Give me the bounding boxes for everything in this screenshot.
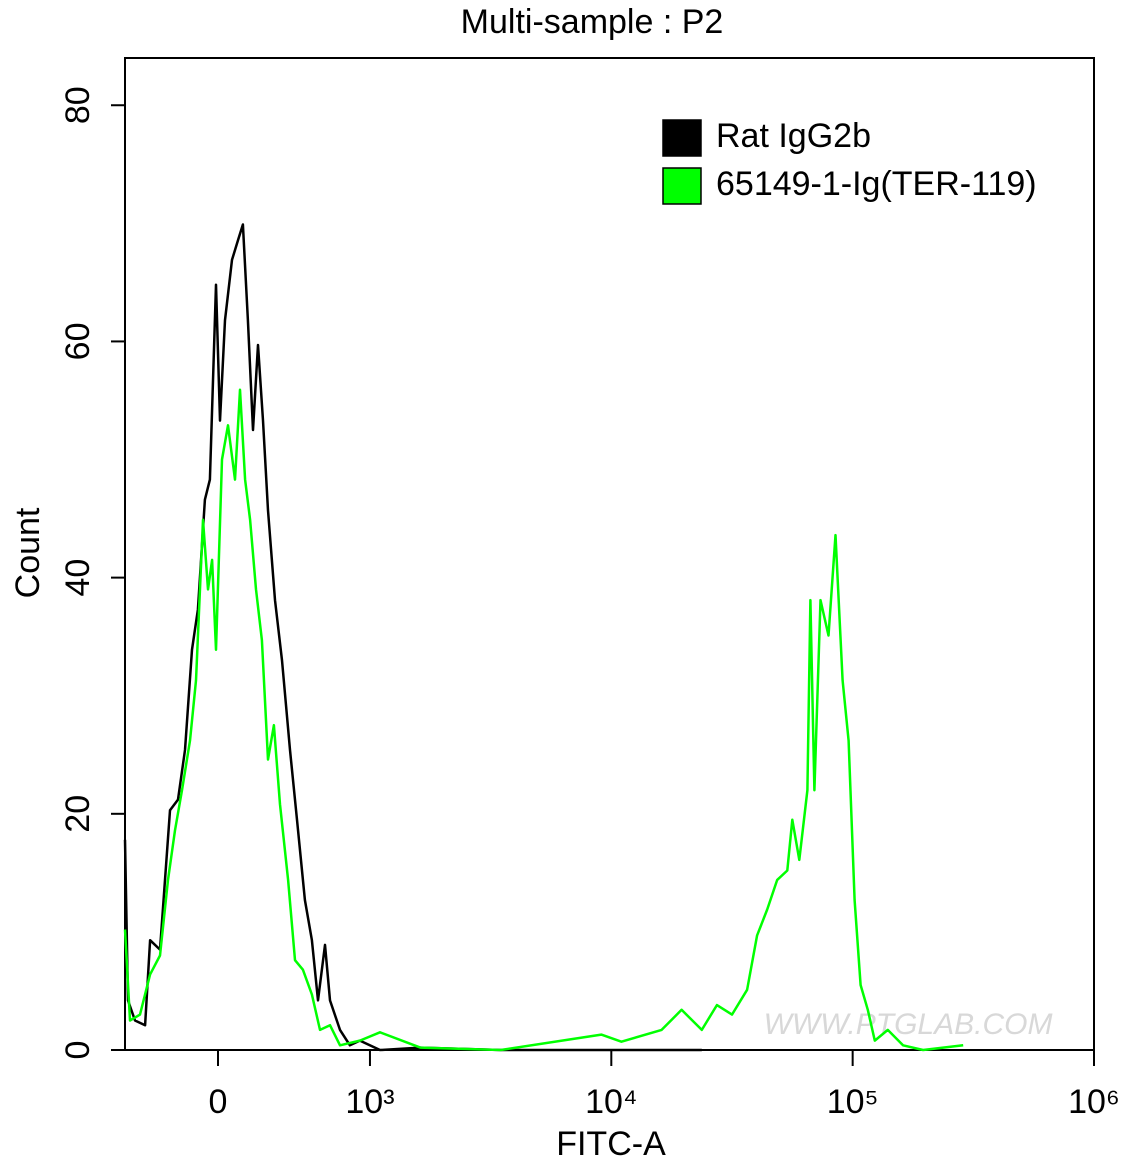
legend-swatch: [662, 167, 702, 205]
chart-title: Multi-sample : P2: [461, 3, 724, 41]
x-tick-label: 10⁶: [1068, 1083, 1120, 1121]
y-tick-label: 40: [59, 559, 97, 597]
x-axis-label: FITC-A: [556, 1125, 666, 1163]
x-tick-label: 10⁵: [827, 1083, 879, 1121]
y-tick-label: 80: [59, 86, 97, 124]
legend-swatch: [662, 119, 702, 157]
y-tick-label: 60: [59, 323, 97, 361]
x-tick-label: 10⁴: [585, 1083, 637, 1121]
y-axis-label: Count: [9, 507, 47, 598]
legend-label: 65149-1-Ig(TER-119): [716, 165, 1037, 203]
x-tick-label: 0: [209, 1083, 228, 1121]
y-tick-label: 20: [59, 795, 97, 833]
series-line: [123, 388, 964, 1052]
watermark: WWW.PTGLAB.COM: [764, 1008, 1053, 1041]
y-tick-label: 0: [59, 1041, 97, 1060]
series-line: [123, 223, 702, 1052]
x-tick-label: 10³: [345, 1083, 394, 1121]
legend-label: Rat IgG2b: [716, 117, 871, 155]
